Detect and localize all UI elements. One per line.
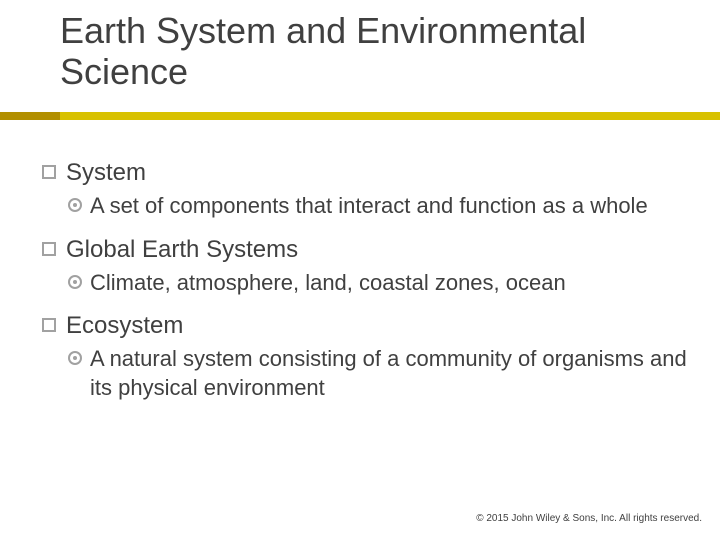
content-area: System A set of components that interact…	[42, 158, 692, 416]
slide: Earth System and Environmental Science S…	[0, 0, 720, 540]
circle-bullet-icon	[68, 198, 82, 212]
square-bullet-icon	[42, 165, 56, 179]
square-bullet-icon	[42, 242, 56, 256]
accent-bar	[0, 112, 720, 128]
title-block: Earth System and Environmental Science	[60, 10, 680, 93]
list-item: Ecosystem A natural system consisting of…	[42, 311, 692, 402]
slide-title: Earth System and Environmental Science	[60, 10, 680, 93]
list-item: Global Earth Systems Climate, atmosphere…	[42, 235, 692, 298]
accent-bar-right	[60, 112, 720, 120]
square-bullet-icon	[42, 318, 56, 332]
list-subitem-text: A set of components that interact and fu…	[90, 192, 648, 221]
list-item-label: System	[66, 158, 146, 188]
list-subitem-text: Climate, atmosphere, land, coastal zones…	[90, 269, 566, 298]
list-item: System A set of components that interact…	[42, 158, 692, 221]
circle-bullet-icon	[68, 275, 82, 289]
list-item-label: Global Earth Systems	[66, 235, 298, 265]
list-item-label: Ecosystem	[66, 311, 183, 341]
circle-bullet-icon	[68, 351, 82, 365]
accent-bar-left	[0, 112, 60, 120]
list-subitem-text: A natural system consisting of a communi…	[90, 345, 692, 402]
copyright-text: © 2015 John Wiley & Sons, Inc. All right…	[476, 513, 702, 524]
